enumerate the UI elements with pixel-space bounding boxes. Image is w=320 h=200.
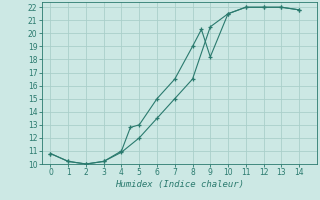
X-axis label: Humidex (Indice chaleur): Humidex (Indice chaleur) [115,180,244,189]
